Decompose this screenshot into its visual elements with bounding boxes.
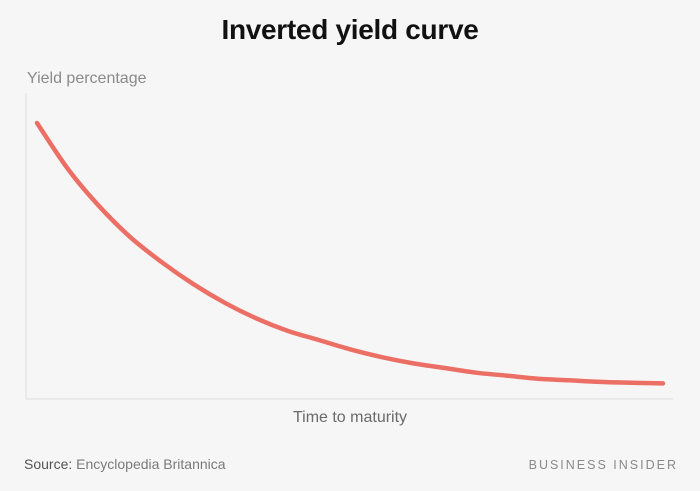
yield-curve-line [34,120,666,386]
x-axis-label: Time to maturity [292,409,408,426]
y-axis-label: Yield percentage [27,70,147,87]
brand-logo: BUSINESS INSIDER [528,458,678,472]
chart-title: Inverted yield curve [221,14,479,45]
source-text: Encyclopedia Britannica [76,456,226,472]
source-note: Source: Encyclopedia Britannica [24,456,226,472]
source-label: Source: [24,456,73,472]
